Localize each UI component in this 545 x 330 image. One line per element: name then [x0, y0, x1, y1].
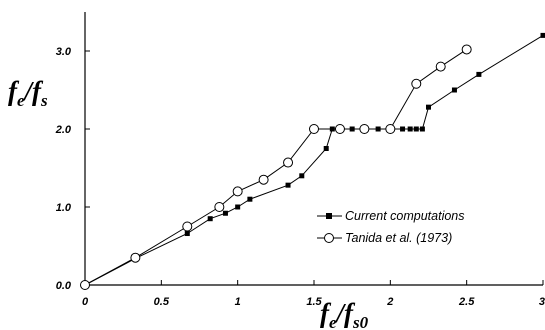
x-tick-label: 2.5: [458, 296, 475, 308]
data-point-1: [80, 280, 90, 290]
data-point-0: [426, 104, 431, 110]
svg-text:fe/fs: fe/fs: [8, 76, 48, 110]
legend-marker-current: [326, 213, 332, 219]
series-line-1: [84, 48, 467, 286]
legend: Current computations Tanida et al. (1973…: [317, 209, 465, 245]
y-axis-title: fe/fs: [8, 76, 48, 110]
x-axis-title-sub2: s0: [352, 313, 369, 330]
y-tick-label: 3.0: [56, 46, 72, 58]
x-tick-label: 2: [386, 296, 393, 308]
x-tick-label: 0.5: [154, 296, 170, 308]
data-point-0: [540, 32, 545, 38]
series-line-0: [84, 34, 544, 286]
data-point-0: [222, 210, 228, 216]
x-axis-title-sep: /f: [335, 298, 357, 328]
legend-marker-tanida: [324, 233, 334, 243]
data-point-0: [207, 216, 213, 222]
legend-entry-current: Current computations: [317, 209, 465, 223]
data-point-0: [285, 182, 291, 188]
y-axis-title-sub1: e: [17, 91, 25, 110]
data-point-0: [419, 126, 425, 132]
y-axis-title-sep: /f: [23, 76, 45, 106]
data-point-1: [334, 124, 345, 134]
x-axis-title-sub1: e: [329, 313, 337, 330]
x-tick-label: 1.5: [306, 296, 322, 308]
x-tick-label: 0: [82, 296, 89, 308]
data-point-0: [349, 126, 355, 132]
y-tick-label: 1.0: [56, 202, 72, 214]
data-point-0: [247, 196, 253, 202]
legend-label-current: Current computations: [345, 209, 465, 223]
data-point-1: [385, 124, 396, 134]
data-point-0: [451, 87, 457, 93]
data-point-0: [400, 126, 406, 132]
data-point-1: [283, 157, 294, 168]
x-tick-label: 1: [235, 296, 241, 308]
ticks: 0 0.5 1 1.5 2 2.5 3 0.0 1.0 2.0 3.0: [55, 46, 545, 308]
data-point-1: [411, 78, 422, 89]
y-axis-title-sub2: s: [40, 91, 48, 110]
data-point-0: [476, 71, 482, 77]
data-point-1: [461, 44, 472, 55]
data-point-0: [235, 204, 241, 210]
data-point-0: [413, 126, 419, 132]
data-point-1: [359, 124, 370, 134]
data-point-0: [323, 146, 329, 151]
x-tick-label: 3: [539, 296, 545, 308]
data-point-0: [375, 126, 381, 132]
data-point-1: [258, 174, 269, 185]
x-axis-title: fe/fs0: [320, 298, 369, 330]
y-tick-label: 0.0: [56, 280, 72, 292]
legend-label-tanida: Tanida et al. (1973): [345, 231, 452, 245]
series-lines: [84, 34, 544, 286]
data-point-1: [309, 124, 319, 134]
data-point-0: [184, 231, 190, 237]
data-point-0: [299, 173, 305, 179]
data-point-1: [232, 186, 243, 197]
data-point-0: [329, 126, 335, 132]
axes: [84, 12, 543, 286]
y-tick-label: 2.0: [55, 124, 72, 136]
legend-entry-tanida: Tanida et al. (1973): [317, 231, 452, 245]
data-point-1: [130, 252, 141, 263]
data-point-1: [435, 61, 446, 72]
series-markers: [80, 32, 545, 290]
data-point-1: [214, 202, 225, 212]
data-point-1: [182, 221, 193, 232]
data-point-0: [407, 126, 413, 132]
svg-text:fe/fs0: fe/fs0: [320, 298, 369, 330]
